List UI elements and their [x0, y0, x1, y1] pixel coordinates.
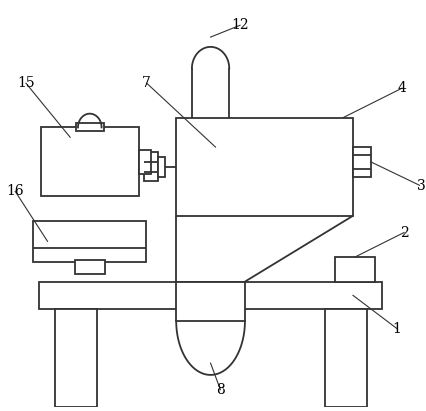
Bar — [33, 221, 146, 262]
Bar — [40, 127, 139, 196]
Text: 7: 7 — [142, 76, 151, 90]
Text: 16: 16 — [6, 184, 24, 198]
Text: 1: 1 — [393, 322, 402, 336]
Bar — [76, 123, 104, 132]
Text: 15: 15 — [17, 76, 35, 90]
Bar — [335, 257, 374, 282]
Bar — [39, 282, 383, 309]
Text: 4: 4 — [397, 81, 406, 95]
Bar — [55, 309, 97, 407]
Bar — [144, 152, 158, 181]
Text: 2: 2 — [400, 226, 409, 240]
Text: 12: 12 — [231, 18, 249, 32]
Bar — [325, 309, 367, 407]
Bar — [176, 282, 245, 321]
Bar — [176, 118, 353, 216]
Bar — [75, 260, 104, 274]
Bar — [139, 150, 151, 173]
Bar — [353, 147, 371, 177]
Text: 3: 3 — [417, 179, 426, 193]
Bar — [158, 157, 165, 177]
Text: 8: 8 — [216, 383, 225, 397]
